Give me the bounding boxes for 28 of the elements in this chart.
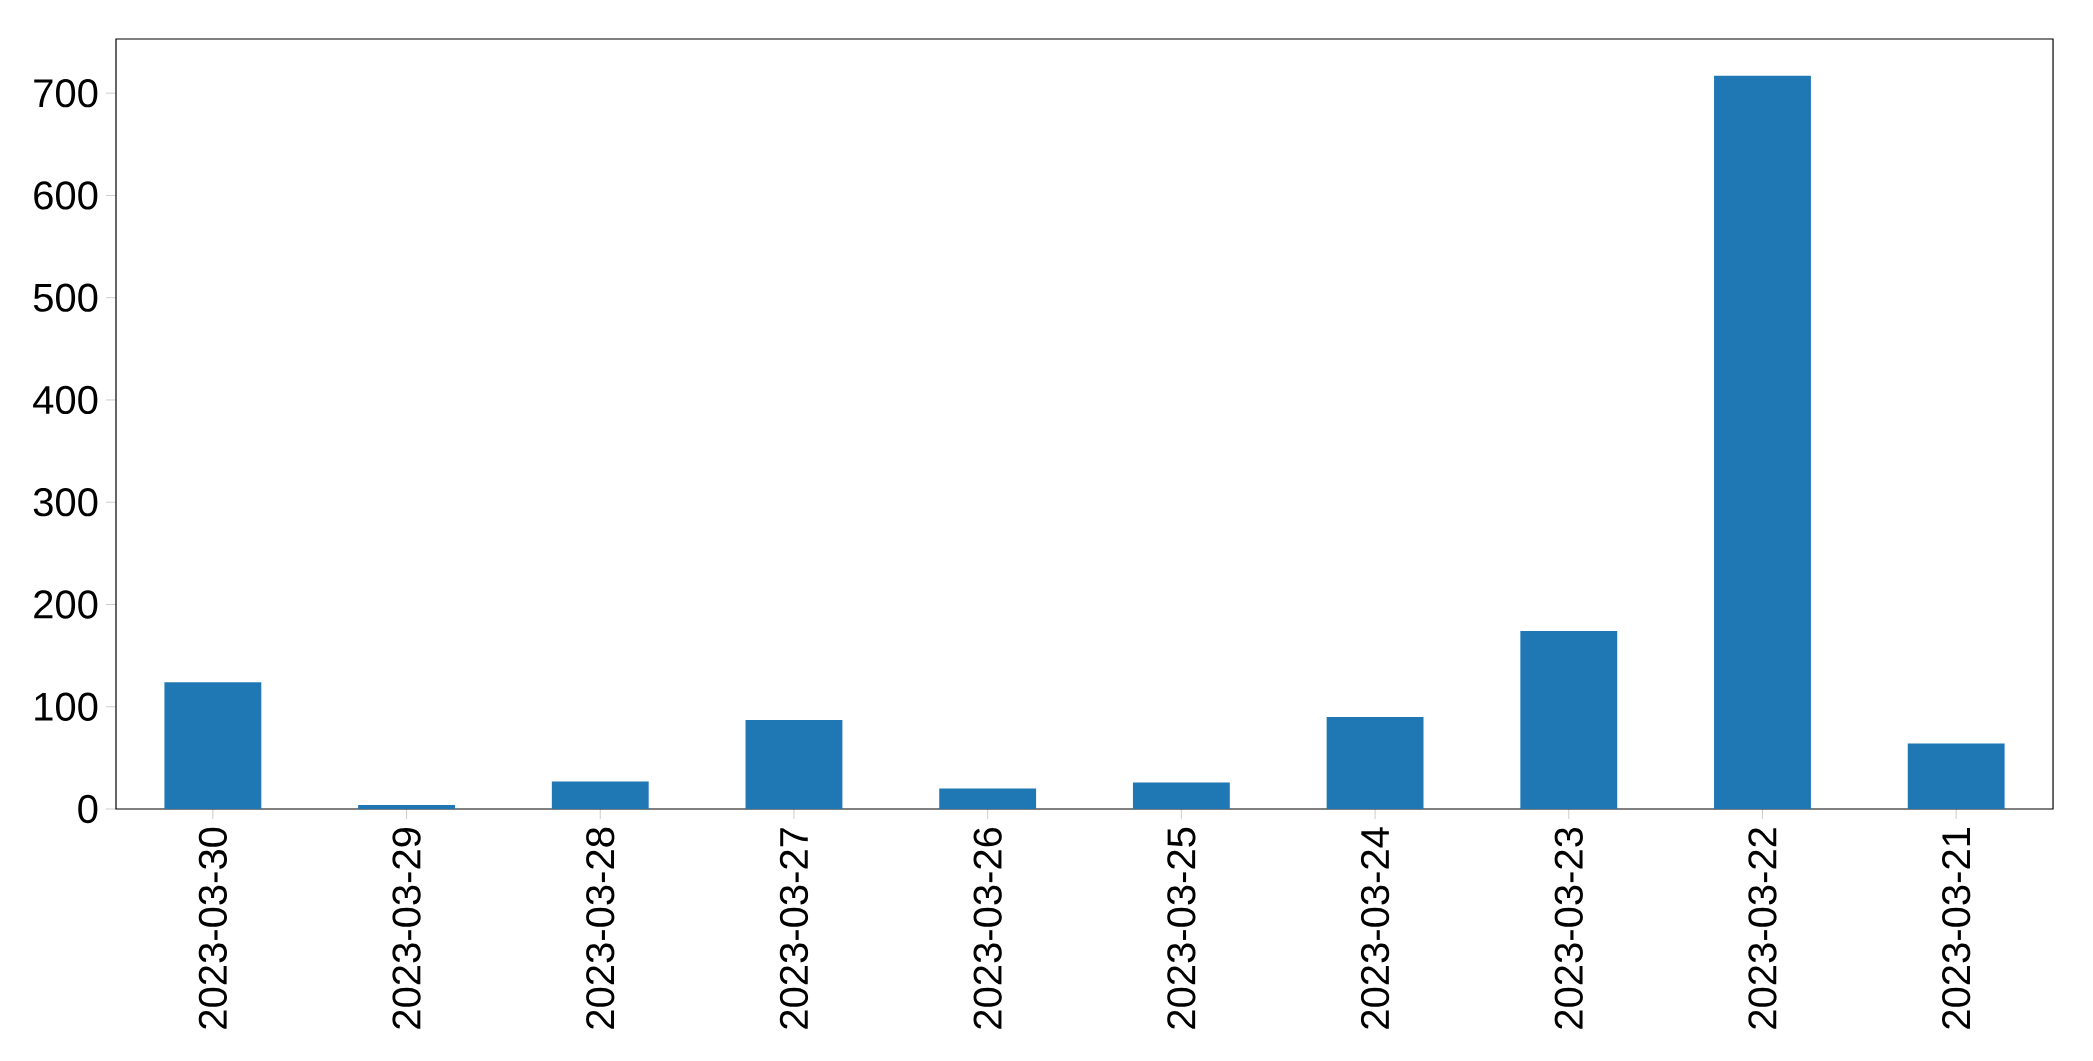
x-tick-label: 2023-03-29 [392, 828, 421, 1029]
bar [164, 682, 262, 809]
bar [1907, 743, 2005, 809]
y-tick-label: 300 [33, 488, 98, 517]
bar [1326, 716, 1424, 809]
x-tick-label: 2023-03-26 [973, 827, 1002, 1029]
x-tick-label: 2023-03-30 [198, 827, 227, 1029]
y-tick-label: 200 [34, 590, 98, 619]
bar [1520, 631, 1618, 809]
x-tick-label: 2023-03-24 [1360, 827, 1390, 1029]
y-tick-label: 100 [35, 692, 98, 721]
bar [1132, 782, 1230, 809]
bar [551, 781, 649, 809]
y-tick-label: 700 [34, 79, 98, 108]
bar [939, 788, 1037, 809]
y-tick-label: 400 [33, 385, 98, 415]
bar [745, 720, 843, 809]
y-tick-label: 600 [34, 181, 98, 210]
x-tick-label: 2023-03-22 [1748, 828, 1777, 1029]
y-tick-label: 0 [78, 794, 98, 824]
x-tick-label: 2023-03-25 [1167, 827, 1196, 1029]
x-tick-label: 2023-03-21 [1942, 828, 1971, 1029]
x-tick-label: 2023-03-23 [1554, 827, 1583, 1029]
x-tick-label: 2023-03-27 [779, 828, 809, 1029]
y-tick-label: 500 [33, 283, 98, 312]
bar [1714, 75, 1811, 809]
bar [358, 804, 455, 809]
x-tick-label: 2023-03-28 [586, 827, 615, 1029]
